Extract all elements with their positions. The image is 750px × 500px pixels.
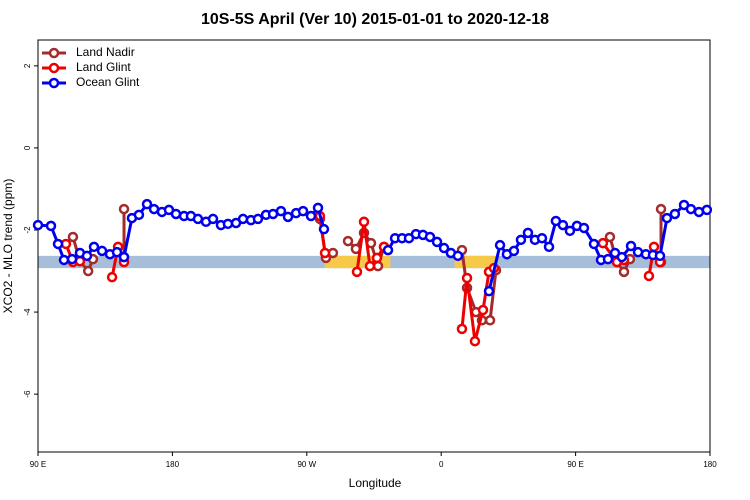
point [643,270,655,282]
plot-frame [37,39,711,453]
point [597,237,609,249]
point [452,250,464,262]
legend-label: Land Glint [76,60,131,74]
point [192,213,204,225]
x-tick-label: 180 [166,460,180,469]
point [275,205,287,217]
point [536,232,548,244]
point [58,254,70,266]
point [52,238,64,250]
point [477,304,489,316]
point [252,213,264,225]
point [469,335,481,347]
point [564,225,576,237]
point [364,260,376,272]
point [106,271,118,283]
point [297,205,309,217]
point [351,266,363,278]
point [424,231,436,243]
point [66,253,78,265]
point [648,241,660,253]
point [222,218,234,230]
point [342,235,354,247]
point [508,245,520,257]
point [484,315,496,326]
point [456,323,468,335]
y-tick-label: -6 [23,390,32,398]
point [669,208,681,220]
y-tick-label: -2 [23,226,32,234]
point [625,240,637,252]
x-axis-label: Longitude [349,476,402,490]
legend-marker [48,62,60,74]
point [207,213,219,225]
point [685,203,697,215]
point [237,213,249,225]
point [616,251,628,263]
point [602,253,614,265]
legend-marker [48,77,60,89]
point [170,208,182,220]
legend-label: Ocean Glint [76,75,140,89]
point [45,220,57,232]
point [557,219,569,231]
point [543,241,555,253]
point [319,247,331,259]
x-tick-label: 90 E [567,460,583,469]
point [282,211,294,223]
x-tick-label: 90 E [30,460,46,469]
series [32,198,713,297]
point [604,231,616,243]
point [88,241,100,253]
point [111,246,123,258]
x-tick-label: 90 W [297,460,316,469]
y-tick-label: 0 [23,145,32,150]
point [372,260,384,272]
y-tick-label: 2 [23,63,32,68]
point [305,210,317,222]
point [494,239,506,251]
point [141,198,153,210]
point [118,203,130,215]
point [618,266,630,278]
point [515,234,527,246]
point [67,231,79,243]
x-tick-label: 0 [439,460,444,469]
point [382,244,394,256]
point [82,265,94,277]
point [588,238,600,250]
point [371,252,383,264]
legend-label: Land Nadir [76,45,135,59]
point [483,285,495,297]
chart-title: 10S-5S April (Ver 10) 2015-01-01 to 2020… [201,11,549,28]
point [654,250,666,262]
point [661,212,673,224]
point [133,209,145,221]
point [438,242,450,254]
point [32,219,44,231]
y-axis-label: XCO2 - MLO trend (ppm) [1,179,15,314]
point [118,251,130,263]
point [81,250,93,262]
legend-marker [48,47,60,59]
y-tick-label: -4 [23,308,32,316]
point [461,272,473,284]
x-tick-label: 180 [703,460,717,469]
point [358,216,370,228]
point [655,203,667,215]
point [578,222,590,234]
point [701,204,713,216]
point [312,202,324,214]
point [522,227,534,239]
point [318,223,330,235]
point [431,236,443,248]
